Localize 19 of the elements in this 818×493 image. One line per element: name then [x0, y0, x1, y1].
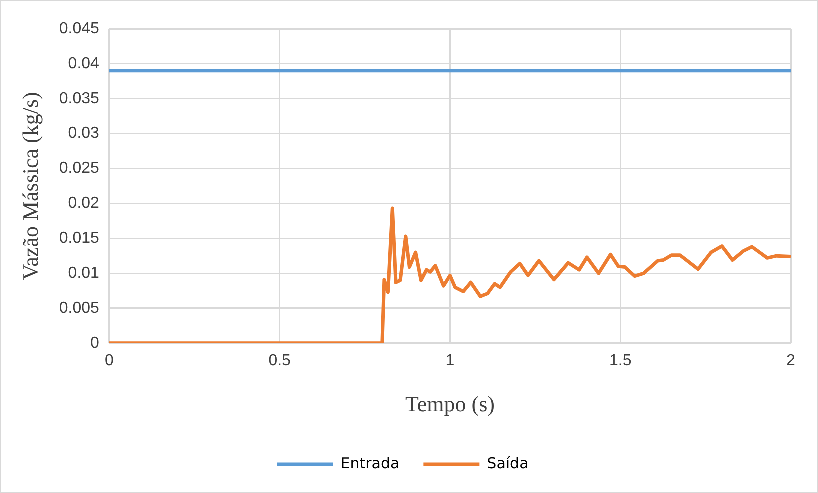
y-tick-label: 0.02 — [68, 195, 100, 212]
legend-label: Entrada — [340, 454, 400, 472]
x-tick-label: 2 — [786, 352, 796, 370]
y-tick-label: 0.005 — [59, 300, 100, 317]
y-tick-label: 0.015 — [59, 230, 100, 248]
x-tick-label: 0.5 — [268, 352, 292, 370]
y-tick-label: 0.035 — [59, 90, 100, 108]
y-tick-label: 0.025 — [59, 160, 100, 178]
y-tick-label: 0 — [90, 334, 100, 352]
x-axis-title: Tempo (s) — [405, 392, 495, 417]
y-tick-label: 0.04 — [68, 55, 100, 72]
legend-label: Saída — [487, 454, 529, 472]
y-tick-label: 0.03 — [68, 125, 100, 142]
y-tick-label: 0.01 — [68, 264, 100, 282]
x-tick-label: 0 — [104, 352, 114, 370]
x-tick-label: 1 — [446, 352, 455, 370]
y-tick-label: 0.045 — [59, 20, 100, 38]
x-tick-label: 1.5 — [609, 352, 632, 370]
y-axis-title: Vazão Mássica (kg/s) — [18, 92, 43, 280]
